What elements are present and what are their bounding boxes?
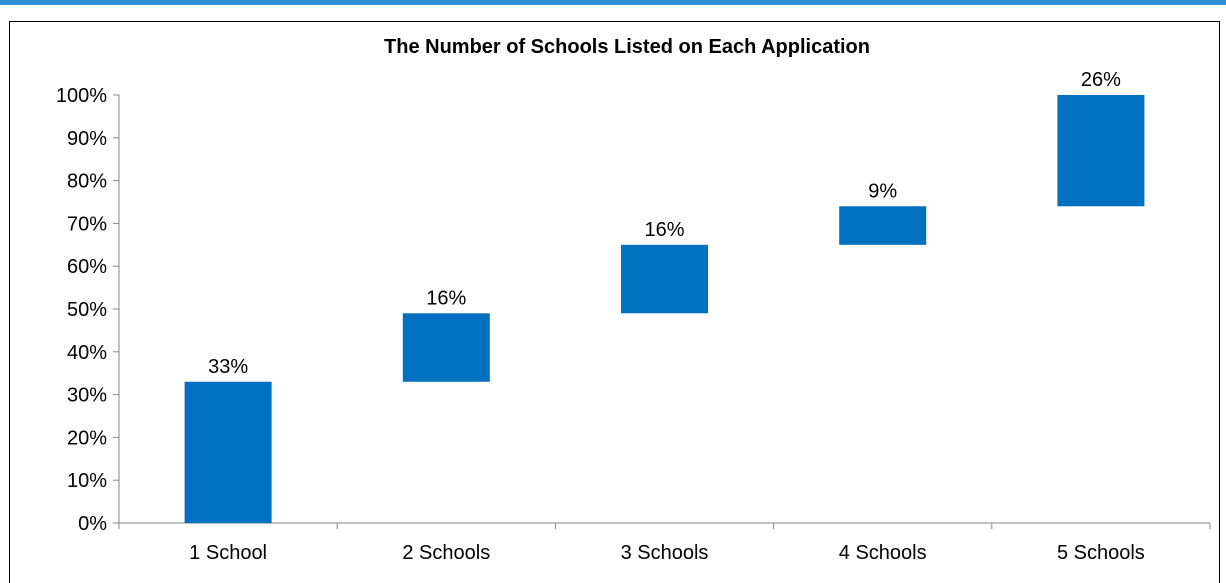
data-label: 26% <box>1081 69 1121 91</box>
chart-title: The Number of Schools Listed on Each App… <box>384 36 870 58</box>
y-tick-label: 90% <box>67 128 107 150</box>
top-rule <box>0 0 1226 5</box>
x-category-label: 3 Schools <box>621 542 709 564</box>
y-tick-label: 10% <box>67 470 107 492</box>
x-category-label: 1 School <box>189 542 267 564</box>
y-tick-label: 60% <box>67 256 107 278</box>
x-category-label: 5 Schools <box>1057 542 1145 564</box>
chart-frame <box>9 21 1220 583</box>
data-label: 33% <box>208 356 248 378</box>
y-tick-label: 50% <box>67 299 107 321</box>
y-tick-label: 70% <box>67 213 107 235</box>
x-category-label: 4 Schools <box>839 542 927 564</box>
data-label: 16% <box>426 287 466 309</box>
bar-4 <box>839 206 927 245</box>
data-label: 16% <box>644 219 684 241</box>
y-tick-label: 80% <box>67 171 107 193</box>
data-label: 9% <box>868 180 897 202</box>
bar-1 <box>184 381 272 523</box>
bar-3 <box>621 244 708 314</box>
x-category-label: 2 Schools <box>402 542 490 564</box>
y-tick-label: 20% <box>67 427 107 449</box>
y-tick-label: 0% <box>78 513 107 535</box>
bar-5 <box>1057 95 1145 207</box>
y-tick-label: 40% <box>67 342 107 364</box>
y-tick-label: 100% <box>56 85 107 107</box>
y-tick-label: 30% <box>67 385 107 407</box>
bar-2 <box>402 313 490 382</box>
plot-area: 0% 10% 20% 30% 40% 50% 60% 70% 80% 90% 100% 33% 1 Sc… <box>56 69 1211 564</box>
